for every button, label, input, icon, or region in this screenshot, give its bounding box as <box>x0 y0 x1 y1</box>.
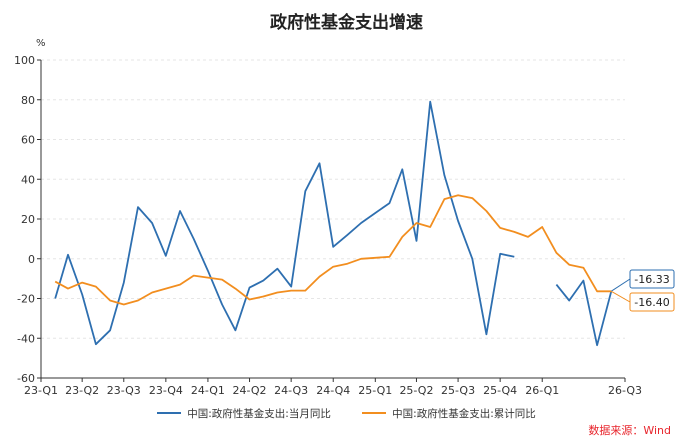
y-tick-label: -40 <box>17 332 35 345</box>
end-label-leader <box>611 278 631 292</box>
x-tick-label: 23-Q4 <box>149 384 183 397</box>
series-line-0 <box>54 100 613 347</box>
end-label-box <box>629 269 675 289</box>
x-tick-label: 24-Q2 <box>233 384 267 397</box>
end-label-value: -16.40 <box>634 296 669 309</box>
x-tick-label: 26-Q1 <box>525 384 559 397</box>
x-tick-label: 25-Q4 <box>483 384 517 397</box>
legend-item-cumulative[interactable]: 中国:政府性基金支出:累计同比 <box>362 406 536 421</box>
y-tick-label: 0 <box>28 253 35 266</box>
y-tick-label: 20 <box>21 213 35 226</box>
end-label-value: -16.33 <box>634 273 669 286</box>
chart-title: 政府性基金支出增速 <box>270 13 423 33</box>
y-tick-label: 100 <box>14 54 35 67</box>
end-labels: -16.33 -16.40 <box>611 269 675 312</box>
series-lines <box>54 100 613 347</box>
legend-label-monthly: 中国:政府性基金支出:当月同比 <box>187 407 331 420</box>
x-tick-label: 23-Q1 <box>24 384 58 397</box>
x-tick-label: 23-Q3 <box>107 384 141 397</box>
axes: -60 -40 -20 0 20 40 60 80 100 23-Q1 23-Q2 23-Q3 23-Q… <box>14 54 642 397</box>
y-tick-label: -60 <box>17 372 35 385</box>
y-tick-label: 40 <box>21 173 35 186</box>
legend-label-cumulative: 中国:政府性基金支出:累计同比 <box>392 407 536 420</box>
series-line-1 <box>54 194 612 306</box>
legend-item-monthly[interactable]: 中国:政府性基金支出:当月同比 <box>157 406 331 421</box>
x-tick-label: 25-Q1 <box>358 384 392 397</box>
y-axis-unit: % <box>36 38 46 49</box>
legend-swatch-monthly <box>157 412 182 414</box>
x-tick-label: 24-Q1 <box>191 384 225 397</box>
x-tick-label: 24-Q3 <box>274 384 308 397</box>
y-tick-label: 80 <box>21 94 35 107</box>
grid-lines <box>41 59 625 379</box>
x-tick-label: 25-Q3 <box>441 384 475 397</box>
x-tick-label: 23-Q2 <box>65 384 99 397</box>
end-label-leader <box>611 290 631 303</box>
x-tick-label: 25-Q2 <box>399 384 433 397</box>
y-tick-label: 60 <box>21 134 35 147</box>
end-label-box <box>629 292 675 312</box>
source-note: 数据来源：Wind <box>588 424 671 437</box>
legend-swatch-cumulative <box>362 412 387 414</box>
legend: 中国:政府性基金支出:当月同比 中国:政府性基金支出:累计同比 <box>0 405 693 421</box>
x-tick-label: 26-Q3 <box>608 384 642 397</box>
x-tick-label: 24-Q4 <box>316 384 350 397</box>
y-tick-label: -20 <box>17 293 35 306</box>
